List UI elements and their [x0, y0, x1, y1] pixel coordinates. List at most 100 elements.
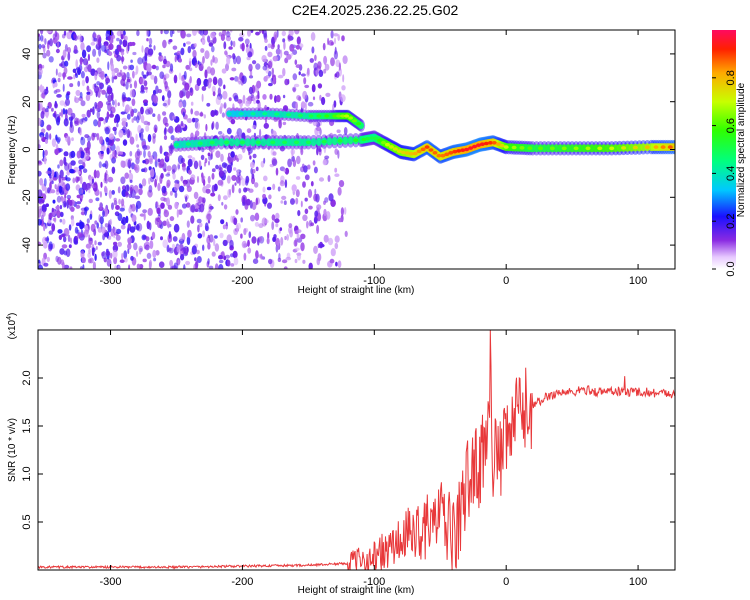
noise-speck: [171, 243, 176, 249]
noise-speck: [92, 84, 95, 90]
noise-speck: [243, 197, 246, 206]
noise-speck: [168, 39, 173, 43]
noise-speck: [148, 37, 153, 46]
noise-speck: [280, 49, 283, 58]
noise-speck: [143, 86, 148, 90]
noise-speck: [269, 93, 273, 100]
noise-speck: [173, 74, 178, 84]
noise-speck: [324, 197, 329, 203]
noise-speck: [294, 59, 298, 65]
noise-speck: [85, 76, 89, 84]
ridge-main-core: [228, 138, 235, 147]
noise-speck: [122, 39, 128, 48]
noise-speck: [272, 183, 276, 190]
spectrogram-x-ticks: -300 -200 -100 0 100: [100, 30, 647, 287]
noise-speck: [44, 186, 48, 195]
noise-speck: [139, 132, 144, 141]
noise-speck: [337, 34, 341, 41]
noise-speck: [146, 252, 152, 259]
noise-speck: [49, 38, 53, 47]
noise-speck: [86, 45, 91, 53]
ridge-main-peak: [392, 147, 398, 151]
noise-speck: [190, 108, 193, 115]
noise-speck: [267, 43, 272, 49]
noise-speck: [324, 63, 330, 71]
noise-speck: [208, 155, 212, 161]
noise-speck: [290, 198, 295, 205]
noise-speck: [322, 159, 327, 166]
noise-speck: [98, 214, 101, 223]
ridge-main-core: [244, 138, 251, 147]
noise-speck: [178, 72, 182, 81]
noise-speck: [135, 200, 142, 209]
noise-speck: [172, 115, 176, 120]
noise-speck: [57, 72, 62, 78]
noise-speck: [117, 265, 121, 269]
x-tick-label: -200: [231, 576, 253, 588]
noise-speck: [202, 230, 206, 238]
noise-speck: [129, 64, 135, 71]
noise-speck: [227, 189, 232, 198]
noise-speck: [300, 200, 303, 208]
noise-speck: [43, 88, 49, 95]
noise-speck: [272, 76, 276, 85]
noise-speck: [63, 156, 67, 166]
ridge-main-peak: [444, 152, 450, 157]
noise-speck: [334, 235, 340, 243]
noise-speck: [275, 167, 279, 176]
noise-speck: [56, 94, 62, 98]
noise-speck: [173, 223, 180, 233]
noise-speck: [314, 188, 317, 196]
noise-speck: [308, 262, 313, 269]
noise-speck: [179, 90, 184, 99]
noise-speck: [116, 114, 119, 124]
noise-speck: [187, 229, 192, 238]
noise-speck: [151, 231, 156, 240]
noise-speck: [313, 166, 318, 174]
noise-speck: [295, 101, 298, 110]
noise-speck: [342, 74, 345, 83]
noise-speck: [308, 220, 313, 227]
noise-speck: [208, 265, 214, 269]
noise-speck: [48, 230, 54, 235]
noise-speck: [55, 68, 58, 76]
noise-speck: [195, 121, 200, 130]
noise-speck: [54, 82, 58, 88]
noise-speck: [217, 179, 224, 186]
noise-speck: [218, 32, 223, 37]
noise-speck: [159, 71, 165, 79]
noise-speck: [101, 226, 106, 235]
noise-speck: [133, 71, 138, 76]
noise-speck: [217, 87, 222, 97]
noise-speck: [88, 188, 91, 194]
noise-speck: [70, 150, 76, 158]
noise-speck: [223, 84, 226, 90]
noise-speck: [343, 127, 348, 135]
noise-speck: [252, 95, 257, 105]
noise-speck: [313, 245, 318, 254]
noise-speck: [70, 237, 73, 244]
noise-speck: [236, 224, 239, 233]
noise-speck: [295, 197, 299, 205]
noise-speck: [220, 153, 224, 162]
ridge-main-peak: [549, 146, 555, 151]
noise-speck: [153, 95, 159, 104]
noise-speck: [177, 162, 180, 171]
noise-speck: [62, 72, 65, 80]
noise-speck: [80, 71, 85, 79]
noise-speck: [281, 30, 286, 37]
noise-speck: [147, 48, 154, 56]
noise-speck: [124, 257, 128, 263]
noise-speck: [39, 30, 44, 35]
noise-speck: [139, 77, 145, 85]
noise-speck: [38, 139, 41, 145]
noise-speck: [280, 200, 284, 204]
noise-speck: [113, 256, 118, 265]
noise-speck: [63, 228, 70, 237]
noise-speck: [99, 136, 104, 145]
noise-speck: [169, 63, 174, 72]
noise-speck: [85, 94, 91, 102]
noise-speck: [176, 124, 182, 133]
noise-speck: [233, 95, 239, 102]
noise-speck: [178, 101, 183, 108]
